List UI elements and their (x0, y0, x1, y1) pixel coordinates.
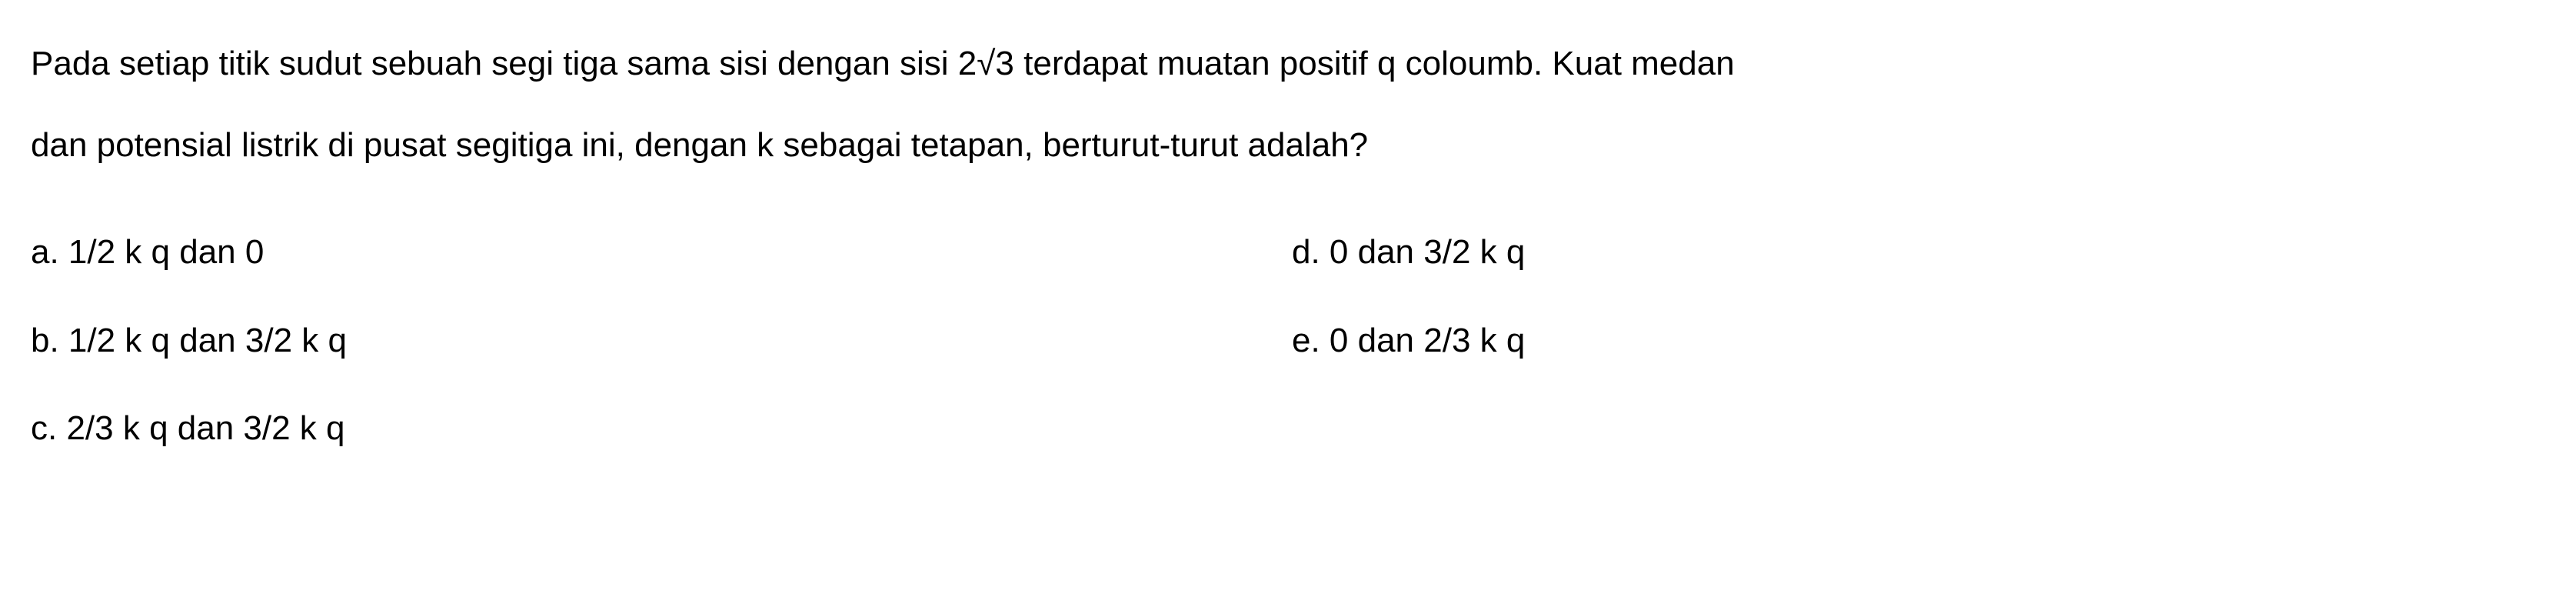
option-e[interactable]: e. 0 dan 2/3 k q (1292, 297, 2553, 385)
option-d[interactable]: d. 0 dan 3/2 k q (1292, 209, 2553, 296)
options-container: a. 1/2 k q dan 0 b. 1/2 k q dan 3/2 k q … (31, 209, 2553, 472)
option-b[interactable]: b. 1/2 k q dan 3/2 k q (31, 297, 1292, 385)
question-line-1: Pada setiap titik sudut sebuah segi tiga… (31, 45, 1735, 82)
option-c[interactable]: c. 2/3 k q dan 3/2 k q (31, 385, 1292, 472)
question-text: Pada setiap titik sudut sebuah segi tiga… (31, 23, 2553, 185)
options-left-column: a. 1/2 k q dan 0 b. 1/2 k q dan 3/2 k q … (31, 209, 1292, 472)
option-a[interactable]: a. 1/2 k q dan 0 (31, 209, 1292, 296)
options-right-column: d. 0 dan 3/2 k q e. 0 dan 2/3 k q (1292, 209, 2553, 472)
question-line-2: dan potensial listrik di pusat segitiga … (31, 126, 1368, 164)
